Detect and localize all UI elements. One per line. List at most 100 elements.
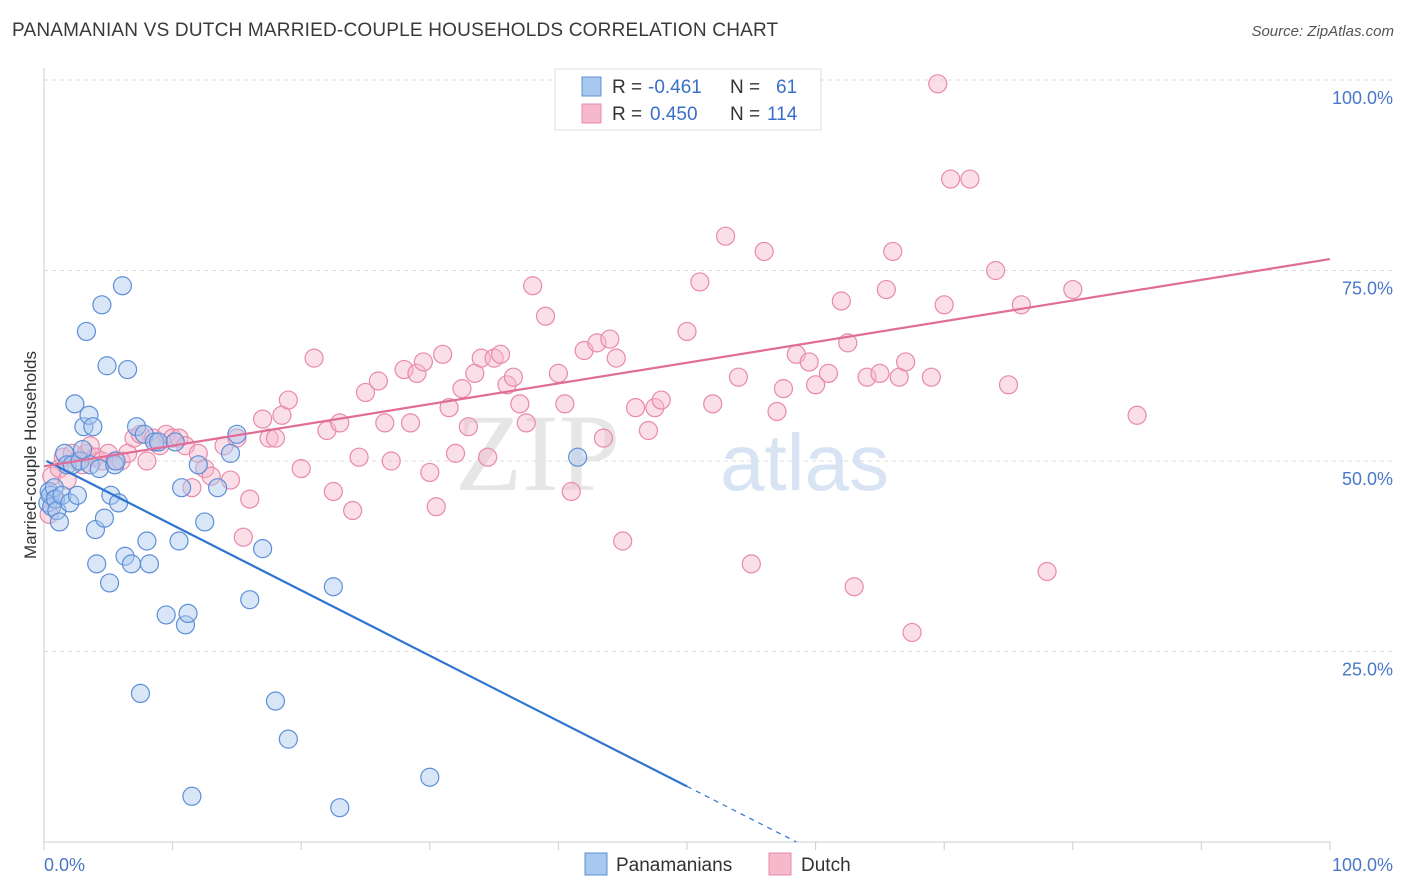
legend-n-value-2: 114 <box>767 104 798 125</box>
panamanian-point-63 <box>568 447 588 467</box>
dutch-point-54 <box>413 352 433 372</box>
trend-line-panamanians-extension <box>686 785 797 843</box>
dutch-point-89 <box>703 394 723 414</box>
watermark-atlas: atlas <box>720 418 889 507</box>
dutch-point-116 <box>998 375 1019 395</box>
legend-swatch-blue <box>581 76 602 97</box>
dutch-point-39 <box>278 390 298 410</box>
panamanian-point-35 <box>117 359 138 380</box>
panamanian-point-48 <box>175 615 196 635</box>
dutch-point-92 <box>741 554 761 574</box>
dutch-point-52 <box>400 413 421 433</box>
panamanian-point-50 <box>182 786 202 806</box>
panamanian-point-62 <box>420 767 440 787</box>
panamanian-point-26 <box>94 508 115 528</box>
panamanian-point-57 <box>253 539 273 559</box>
dutch-point-111 <box>928 74 948 94</box>
panamanian-point-13 <box>65 394 85 414</box>
dutch-point-73 <box>548 363 569 383</box>
panamanian-point-25 <box>92 295 112 315</box>
legend-swatch-panamanians <box>584 852 608 876</box>
trend-line-dutch <box>43 257 1331 468</box>
panamanian-point-21 <box>83 417 103 437</box>
dutch-point-40 <box>291 459 311 479</box>
panamanian-point-47 <box>172 478 192 498</box>
panamanian-point-41 <box>139 554 160 574</box>
legend-r-label-1: R = <box>612 77 642 98</box>
legend-label-dutch: Dutch <box>801 855 851 876</box>
panamanian-point-44 <box>156 605 176 625</box>
dutch-point-26 <box>182 478 202 498</box>
dutch-point-48 <box>368 371 388 391</box>
dutch-point-85 <box>651 390 671 410</box>
grid-lines <box>44 79 1392 652</box>
dutch-point-57 <box>433 344 453 364</box>
dutch-point-60 <box>452 379 472 399</box>
dutch-point-108 <box>896 352 916 372</box>
dutch-point-49 <box>375 413 395 433</box>
panamanian-point-16 <box>72 439 93 460</box>
panamanian-point-52 <box>195 512 215 532</box>
y-tick-label-25: 25.0% <box>1342 660 1393 680</box>
panamanian-point-7 <box>49 512 70 532</box>
legend-swatch-pink <box>581 103 602 124</box>
dutch-point-97 <box>799 352 819 372</box>
panamanian-point-38 <box>130 683 151 704</box>
dutch-point-117 <box>1011 295 1031 315</box>
y-axis-label: Married-couple Households <box>21 351 40 559</box>
dutch-point-64 <box>478 447 498 467</box>
panamanian-point-23 <box>87 554 107 574</box>
panamanian-point-11 <box>60 493 80 513</box>
dutch-point-51 <box>394 359 414 380</box>
dutch-point-91 <box>728 367 749 387</box>
dutch-point-77 <box>587 333 607 353</box>
dutch-point-33 <box>233 527 253 547</box>
panamanian-point-45 <box>165 432 185 452</box>
dutch-point-50 <box>381 451 401 471</box>
y-tick-label-50: 50.0% <box>1342 469 1393 489</box>
dutch-point-105 <box>876 279 896 300</box>
panamanian-point-33 <box>112 276 133 296</box>
dutch-point-119 <box>1063 279 1083 300</box>
dutch-point-71 <box>523 276 543 296</box>
dutch-point-59 <box>445 443 466 463</box>
dutch-point-79 <box>600 329 620 349</box>
series-legend: Panamanians Dutch <box>584 852 851 876</box>
dutch-point-41 <box>304 348 324 368</box>
chart-title: PANAMANIAN VS DUTCH MARRIED-COUPLE HOUSE… <box>12 20 779 41</box>
dutch-point-72 <box>535 306 556 326</box>
dutch-point-70 <box>516 413 536 433</box>
panamanian-point-24 <box>89 459 109 479</box>
dutch-point-83 <box>638 420 659 441</box>
panamanian-point-49 <box>178 603 198 624</box>
panamanian-point-58 <box>265 691 286 711</box>
dutch-point-47 <box>355 382 376 403</box>
dutch-point-58 <box>439 398 459 418</box>
dutch-point-114 <box>960 169 980 189</box>
dutch-point-55 <box>420 462 440 483</box>
dutch-point-99 <box>818 363 839 383</box>
dutch-point-74 <box>555 394 575 414</box>
dutch-point-98 <box>805 375 826 395</box>
y-tick-label-100: 100.0% <box>1332 88 1393 108</box>
stats-legend: R = -0.461 N = 61 R = 0.450 N = 114 <box>554 68 822 131</box>
y-tick-label-75: 75.0% <box>1342 279 1393 299</box>
panamanian-point-46 <box>169 531 189 551</box>
legend-r-value-1: -0.461 <box>648 77 702 98</box>
dutch-point-118 <box>1037 561 1057 582</box>
legend-n-label-2: N = <box>730 104 760 125</box>
dutch-point-19 <box>137 451 157 471</box>
panamanian-point-8 <box>52 485 72 505</box>
dutch-point-37 <box>265 428 286 448</box>
dutch-point-53 <box>407 363 427 383</box>
dutch-point-45 <box>343 500 363 521</box>
trend-line-panamanians <box>46 460 688 788</box>
dutch-point-67 <box>497 375 517 395</box>
panamanian-point-61 <box>330 798 350 818</box>
dutch-point-93 <box>754 241 774 262</box>
dutch-point-113 <box>941 169 961 189</box>
panamanian-point-60 <box>323 577 343 597</box>
dutch-point-68 <box>503 367 523 387</box>
dutch-point-66 <box>490 344 511 364</box>
